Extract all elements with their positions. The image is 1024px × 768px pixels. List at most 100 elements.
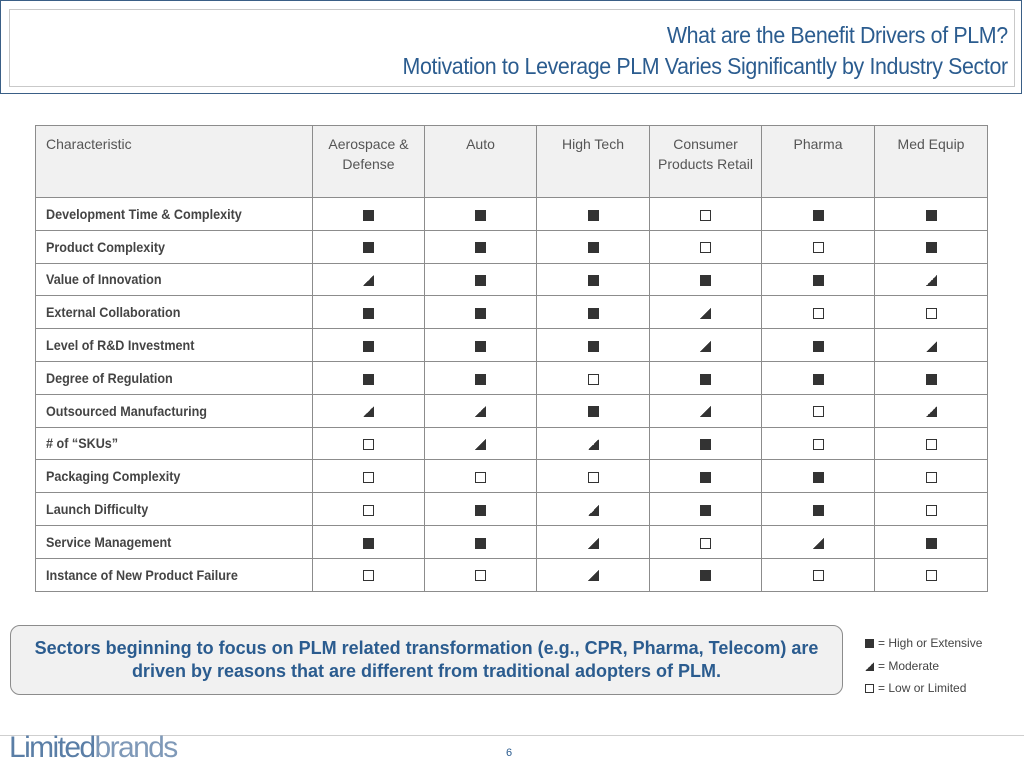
table-row: Outsourced Manufacturing — [35, 393, 988, 428]
half-triangle-icon — [363, 406, 374, 418]
filled-square-icon — [812, 209, 824, 221]
row-label-text: Product Complexity — [46, 238, 166, 255]
empty-square-icon — [363, 439, 374, 451]
column-header: Consumer Products Retail — [649, 125, 762, 198]
rating-cell — [536, 459, 650, 494]
rating-cell — [424, 328, 537, 362]
table-row: Packaging Complexity — [35, 459, 988, 494]
column-header: Med Equip — [874, 125, 988, 198]
filled-square-icon — [700, 570, 711, 582]
rating-cell — [312, 229, 425, 264]
filled-square-icon — [700, 439, 711, 451]
row-label-text: Outsourced Manufacturing — [46, 402, 208, 419]
filled-square-icon — [363, 308, 374, 320]
filled-square-icon — [587, 340, 599, 352]
rating-cell — [761, 229, 875, 264]
column-header: High Tech — [536, 125, 650, 198]
filled-square-icon — [475, 373, 486, 385]
half-triangle-icon — [700, 340, 711, 352]
filled-square-icon — [363, 373, 374, 385]
filled-square-icon — [812, 275, 824, 287]
table-row: Value of Innovation — [35, 262, 988, 297]
half-triangle-icon — [865, 661, 874, 671]
rating-cell — [312, 197, 425, 231]
rating-cell — [761, 295, 875, 330]
legend-item-low: = Low or Limited — [865, 677, 982, 700]
row-label-text: Packaging Complexity — [46, 468, 181, 485]
half-triangle-icon — [587, 504, 599, 516]
rating-cell — [536, 197, 650, 231]
slide-title: What are the Benefit Drivers of PLM? Mot… — [402, 20, 1009, 82]
rating-cell — [312, 426, 425, 461]
column-header: Pharma — [761, 125, 875, 198]
rating-cell — [874, 524, 988, 559]
rating-cell — [312, 557, 425, 592]
rating-cell — [874, 328, 988, 362]
table-row: Development Time & Complexity — [35, 197, 988, 231]
filled-square-icon — [925, 373, 937, 385]
rating-cell — [874, 262, 988, 297]
table-row: Launch Difficulty — [35, 492, 988, 526]
rating-cell — [649, 426, 762, 461]
rating-cell — [312, 360, 425, 395]
half-triangle-icon — [363, 275, 374, 287]
row-label-text: Degree of Regulation — [46, 369, 173, 386]
empty-square-icon — [700, 537, 711, 549]
logo-part-1: Limited — [9, 731, 96, 764]
rating-cell — [649, 262, 762, 297]
rating-cell — [536, 295, 650, 330]
empty-square-icon — [363, 472, 374, 484]
empty-square-icon — [812, 242, 824, 254]
rating-cell — [312, 295, 425, 330]
column-header: Characteristic — [35, 125, 313, 198]
filled-square-icon — [363, 340, 374, 352]
table-row: # of “SKUs” — [35, 426, 988, 461]
rating-cell — [312, 492, 425, 526]
rating-cell — [424, 262, 537, 297]
half-triangle-icon — [587, 570, 599, 582]
empty-square-icon — [812, 308, 824, 320]
title-line-2: Motivation to Leverage PLM Varies Signif… — [402, 53, 1009, 79]
rating-cell — [874, 295, 988, 330]
filled-square-icon — [475, 340, 486, 352]
half-triangle-icon — [587, 439, 599, 451]
rating-cell — [761, 459, 875, 494]
rating-cell — [424, 229, 537, 264]
empty-square-icon — [700, 209, 711, 221]
row-label-text: Launch Difficulty — [46, 501, 149, 518]
row-label: Product Complexity — [35, 229, 313, 264]
filled-square-icon — [700, 472, 711, 484]
column-header: Aerospace & Defense — [312, 125, 425, 198]
filled-square-icon — [812, 504, 824, 516]
table-row: Degree of Regulation — [35, 360, 988, 395]
filled-square-icon — [587, 406, 599, 418]
table-row: Level of R&D Investment — [35, 328, 988, 362]
filled-square-icon — [925, 242, 937, 254]
filled-square-icon — [587, 242, 599, 254]
empty-square-icon — [812, 570, 824, 582]
empty-square-icon — [925, 472, 937, 484]
row-label: Service Management — [35, 524, 313, 559]
rating-cell — [312, 393, 425, 428]
rating-cell — [649, 197, 762, 231]
rating-cell — [761, 262, 875, 297]
empty-square-icon — [587, 472, 599, 484]
row-label: Level of R&D Investment — [35, 328, 313, 362]
rating-cell — [649, 459, 762, 494]
empty-square-icon — [925, 439, 937, 451]
row-label: Outsourced Manufacturing — [35, 393, 313, 428]
rating-cell — [649, 295, 762, 330]
callout-box: Sectors beginning to focus on PLM relate… — [10, 625, 843, 695]
logo-part-2: brands — [94, 731, 179, 764]
rating-cell — [424, 459, 537, 494]
filled-square-icon — [475, 308, 486, 320]
title-line-1: What are the Benefit Drivers of PLM? — [667, 22, 1008, 48]
rating-cell — [649, 360, 762, 395]
table-row: External Collaboration — [35, 295, 988, 330]
filled-square-icon — [363, 537, 374, 549]
rating-cell — [761, 492, 875, 526]
row-label: Value of Innovation — [35, 262, 313, 297]
half-triangle-icon — [700, 406, 711, 418]
rating-cell — [874, 197, 988, 231]
empty-square-icon — [700, 242, 711, 254]
